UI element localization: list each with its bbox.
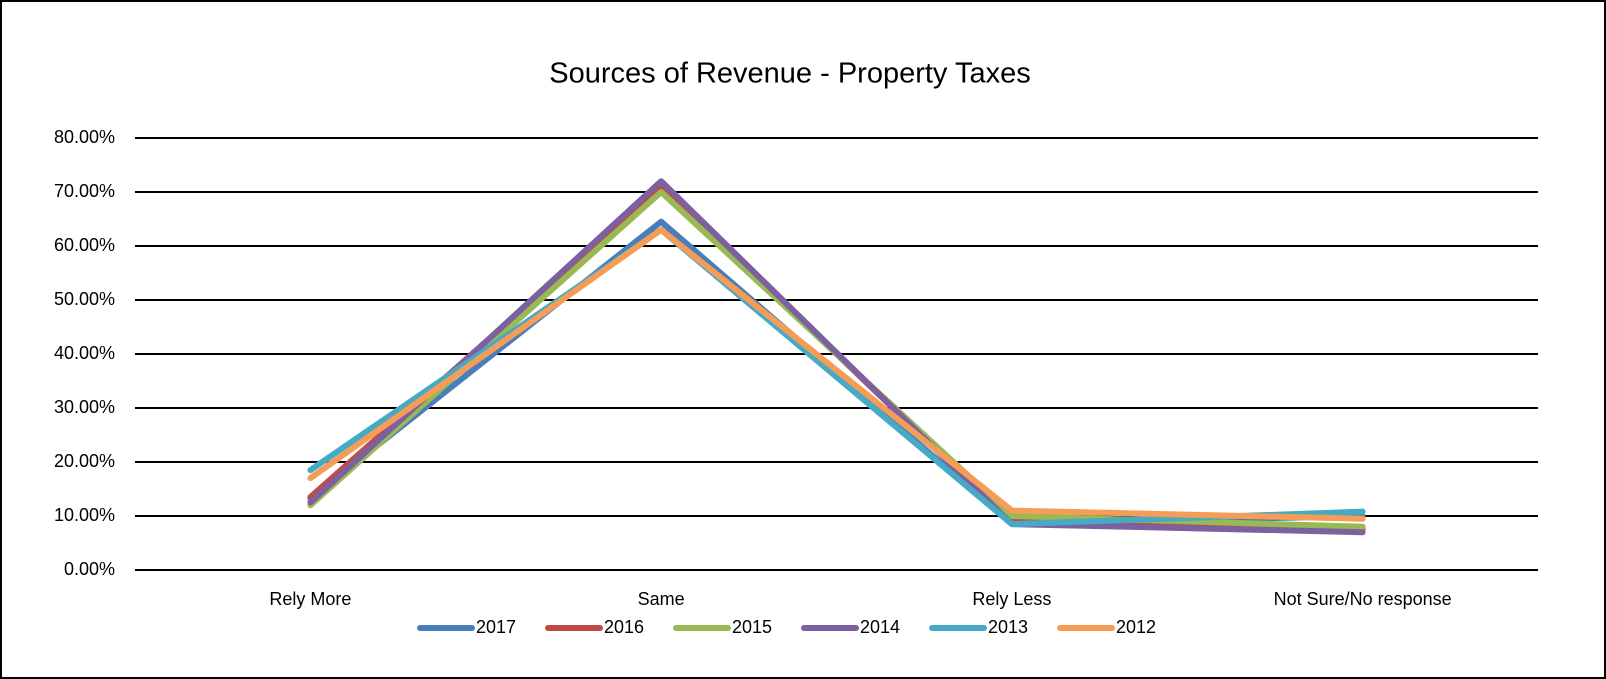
x-tick-label: Rely Less (972, 589, 1051, 609)
series-line (307, 226, 1366, 528)
legend-label: 2012 (1116, 617, 1156, 637)
legend-label: 2016 (604, 617, 644, 637)
legend-label: 2013 (988, 617, 1028, 637)
y-tick-label: 70.00% (54, 181, 115, 201)
chart-title: Sources of Revenue - Property Taxes (549, 58, 1030, 90)
y-tick-label: 50.00% (54, 289, 115, 309)
x-tick-label: Rely More (269, 589, 351, 609)
y-tick-label: 30.00% (54, 397, 115, 417)
legend-label: 2014 (860, 617, 900, 637)
y-tick-label: 40.00% (54, 343, 115, 363)
series-line (307, 226, 1366, 522)
y-tick-label: 20.00% (54, 451, 115, 471)
x-tick-label: Same (638, 589, 685, 609)
legend-label: 2015 (732, 617, 772, 637)
series-line (307, 178, 1366, 536)
y-tick-label: 80.00% (54, 127, 115, 147)
legend-label: 2017 (476, 617, 516, 637)
y-tick-label: 60.00% (54, 235, 115, 255)
y-tick-label: 0.00% (64, 559, 115, 579)
x-tick-label: Not Sure/No response (1274, 589, 1452, 609)
y-tick-label: 10.00% (54, 505, 115, 525)
